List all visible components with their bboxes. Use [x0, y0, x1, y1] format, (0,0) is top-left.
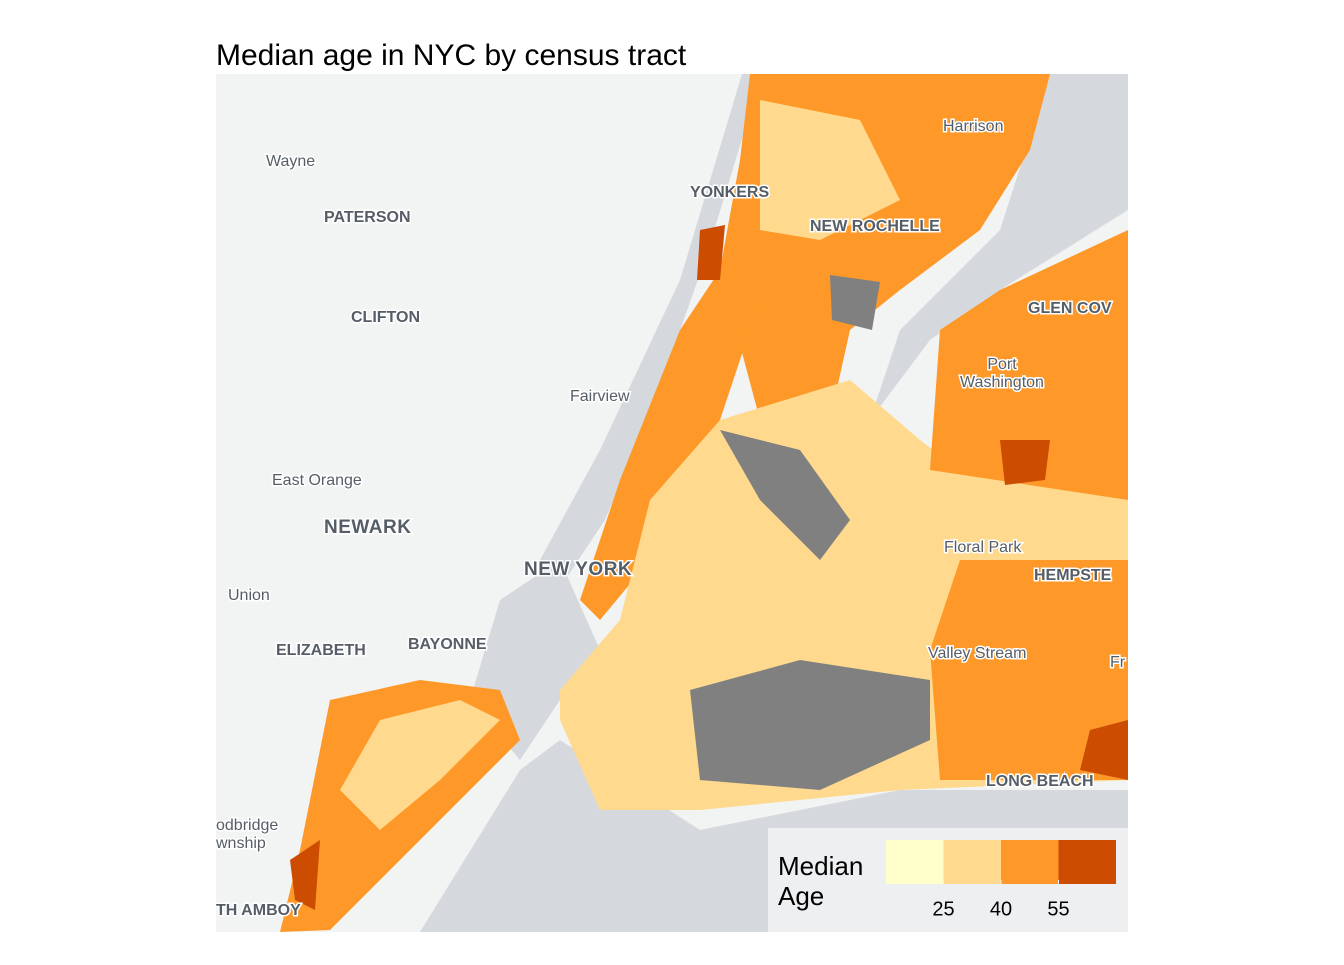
region — [697, 225, 725, 280]
place-label: HEMPSTE — [1034, 567, 1112, 584]
place-label: Harrison — [943, 118, 1003, 135]
legend-title: Median — [778, 851, 863, 881]
region — [930, 230, 1128, 500]
legend-tick-label: 55 — [1047, 898, 1069, 920]
place-label: LONG BEACH — [986, 773, 1094, 790]
place-label: wnship — [215, 835, 266, 852]
legend-swatch — [1058, 840, 1116, 884]
place-label: Wayne — [266, 153, 315, 170]
place-label: Washington — [960, 374, 1044, 391]
region — [1080, 720, 1128, 780]
region — [1000, 440, 1050, 485]
region — [580, 270, 760, 620]
basemap — [216, 74, 1128, 932]
place-label: ELIZABETH — [276, 642, 366, 659]
region — [760, 100, 900, 240]
title: Median age in NYC by census tract — [216, 39, 687, 72]
place-label: NEW ROCHELLE — [810, 218, 940, 235]
legend-tick-label: 40 — [990, 898, 1012, 920]
water — [870, 74, 1128, 420]
place-label: Floral Park — [944, 539, 1022, 556]
place-label: GLEN COV — [1028, 300, 1112, 317]
legend-swatch — [886, 840, 944, 884]
place-label: Valley Stream — [928, 645, 1026, 662]
place-label: Fr — [1110, 654, 1126, 671]
legend-title: Age — [778, 881, 824, 911]
place-label: NEWARK — [324, 517, 411, 538]
water — [540, 74, 762, 580]
place-label: NEW YORK — [524, 559, 632, 580]
place-label: East Orange — [272, 472, 362, 489]
park — [720, 430, 850, 560]
place-labels: Wayne PATERSON CLIFTON Fairview East Ora… — [214, 117, 1128, 921]
park — [690, 660, 930, 790]
place-label: TH AMBOY — [216, 902, 301, 919]
place-label: Fairview — [570, 388, 630, 405]
legend: Median Age 25 40 55 — [768, 828, 1128, 932]
legend-tick-label: 25 — [932, 898, 954, 920]
region — [290, 840, 320, 910]
place-label: YONKERS — [690, 184, 769, 201]
place-label: odbridge — [216, 817, 278, 834]
region — [930, 560, 1128, 780]
place-label: Union — [228, 587, 270, 604]
place-label: CLIFTON — [351, 309, 420, 326]
legend-swatch — [943, 840, 1001, 884]
place-label: Port — [987, 356, 1017, 373]
park — [830, 275, 880, 330]
region — [340, 700, 500, 830]
place-label: BAYONNE — [408, 636, 487, 653]
legend-swatch — [1001, 840, 1059, 884]
place-label: PATERSON — [324, 209, 411, 226]
